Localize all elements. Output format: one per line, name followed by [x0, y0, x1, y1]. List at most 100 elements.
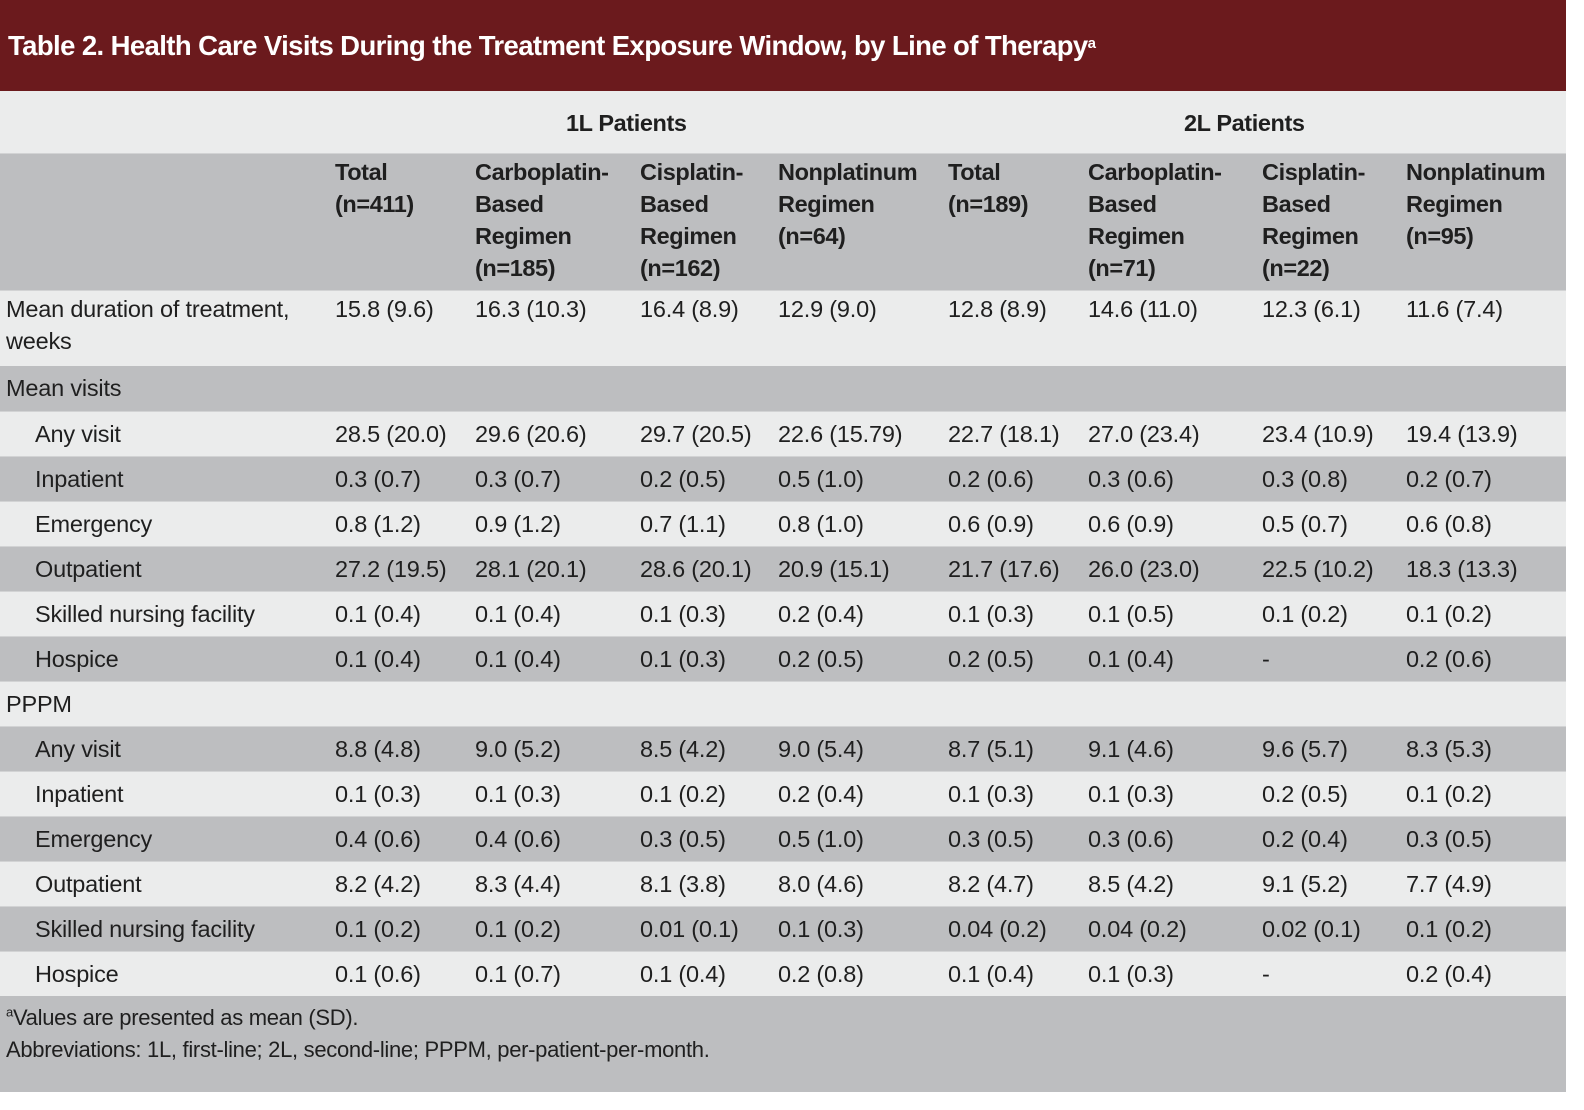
- table-cell: 0.8 (1.0): [778, 511, 864, 537]
- section-label: Mean visits: [6, 375, 122, 401]
- table-footer: aValues are presented as mean (SD). Abbr…: [0, 996, 1566, 1092]
- table-title-text: Table 2. Health Care Visits During the T…: [8, 29, 1088, 61]
- row-label: Inpatient: [35, 781, 124, 807]
- health-care-visits-table: 1L Patients 2L Patients Total (n=411) Carb…: [0, 91, 1566, 1092]
- table-cell: 0.1 (0.3): [1088, 781, 1174, 807]
- duration-row: Mean duration of treatment, weeks 15.8 (9…: [0, 290, 1566, 366]
- table-cell: 0.2 (0.6): [948, 466, 1034, 492]
- table-cell: 8.0 (4.6): [778, 871, 864, 897]
- row-label: Outpatient: [35, 871, 142, 897]
- table-cell: 0.1 (0.4): [475, 646, 561, 672]
- table-cell: 0.2 (0.4): [1262, 826, 1348, 852]
- table-cell: 0.5 (0.7): [1262, 511, 1348, 537]
- column-header: Nonplatinum Regimen (n=64): [778, 159, 918, 249]
- table-cell: 0.2 (0.4): [1406, 961, 1492, 987]
- table-row: Skilled nursing facility 0.1 (0.2) 0.1 (0.…: [0, 906, 1566, 951]
- footnote: aValues are presented as mean (SD).: [6, 1004, 359, 1030]
- table-cell: 28.6 (20.1): [640, 556, 752, 582]
- column-header: Nonplatinum Regimen (n=95): [1406, 159, 1546, 249]
- table-cell: 0.1 (0.3): [640, 646, 726, 672]
- table-cell: 22.5 (10.2): [1262, 556, 1374, 582]
- table-cell: 0.1 (0.5): [1088, 601, 1174, 627]
- table-cell: 0.04 (0.2): [1088, 916, 1187, 942]
- table-cell: 0.1 (0.3): [948, 601, 1034, 627]
- abbreviations-note: Abbreviations: 1L, first-line; 2L, secon…: [6, 1037, 710, 1062]
- group-header-row: 1L Patients 2L Patients: [0, 91, 1566, 153]
- table-cell: 8.5 (4.2): [1088, 871, 1174, 897]
- table-cell: 11.6 (7.4): [1406, 296, 1503, 322]
- table-row: Inpatient 0.1 (0.3) 0.1 (0.3) 0.1 (0.2) 0.2 …: [0, 771, 1566, 816]
- table-cell: 28.5 (20.0): [335, 421, 447, 447]
- table-cell: 0.3 (0.5): [640, 826, 726, 852]
- table-cell: 0.1 (0.2): [335, 916, 421, 942]
- row-label: Any visit: [35, 736, 121, 762]
- table-cell: 0.2 (0.4): [778, 601, 864, 627]
- table-cell: 29.6 (20.6): [475, 421, 587, 447]
- table-cell: 0.04 (0.2): [948, 916, 1047, 942]
- table-cell: 9.0 (5.4): [778, 736, 864, 762]
- table-cell: 0.1 (0.4): [335, 646, 421, 672]
- table-row: Outpatient 27.2 (19.5) 28.1 (20.1) 28.6 (20…: [0, 546, 1566, 591]
- row-label: Mean duration of treatment, weeks: [6, 296, 290, 354]
- table-cell: 0.1 (0.4): [948, 961, 1034, 987]
- table-cell: 0.1 (0.2): [1406, 916, 1492, 942]
- table-cell: 26.0 (23.0): [1088, 556, 1200, 582]
- table-cell: 0.6 (0.9): [948, 511, 1034, 537]
- table-cell: 0.5 (1.0): [778, 466, 864, 492]
- table-cell: 21.7 (17.6): [948, 556, 1060, 582]
- row-label: Emergency: [35, 511, 153, 537]
- table-cell: 0.6 (0.8): [1406, 511, 1492, 537]
- column-header: Carboplatin- Based Regimen (n=185): [475, 159, 609, 281]
- table-row: Hospice 0.1 (0.6) 0.1 (0.7) 0.1 (0.4) 0.2 (0…: [0, 951, 1566, 996]
- table-cell: 0.1 (0.7): [475, 961, 561, 987]
- column-header: Cisplatin- Based Regimen (n=162): [640, 159, 744, 281]
- table-cell: 19.4 (13.9): [1406, 421, 1518, 447]
- table-cell: 0.5 (1.0): [778, 826, 864, 852]
- table-cell: 12.8 (8.9): [948, 296, 1047, 322]
- column-header: Cisplatin- Based Regimen (n=22): [1262, 159, 1366, 281]
- table-cell: 0.3 (0.7): [335, 466, 421, 492]
- table-cell: 0.1 (0.4): [1088, 646, 1174, 672]
- table-cell: 0.1 (0.3): [640, 601, 726, 627]
- table-cell: 0.8 (1.2): [335, 511, 421, 537]
- table-row: Any visit 8.8 (4.8) 9.0 (5.2) 8.5 (4.2) 9.0 …: [0, 726, 1566, 771]
- table-cell: 0.3 (0.6): [1088, 466, 1174, 492]
- table-cell: 0.2 (0.4): [778, 781, 864, 807]
- table-cell: 0.4 (0.6): [335, 826, 421, 852]
- table-cell: 8.5 (4.2): [640, 736, 726, 762]
- table-cell: 0.1 (0.3): [948, 781, 1034, 807]
- row-label: Any visit: [35, 421, 121, 447]
- table-cell: 0.2 (0.6): [1406, 646, 1492, 672]
- table-cell: 0.1 (0.2): [1406, 781, 1492, 807]
- row-label: Hospice: [35, 961, 119, 987]
- table-cell: 0.3 (0.7): [475, 466, 561, 492]
- table-cell: 0.1 (0.4): [335, 601, 421, 627]
- table-cell: 8.3 (5.3): [1406, 736, 1492, 762]
- table-row: Inpatient 0.3 (0.7) 0.3 (0.7) 0.2 (0.5) 0.5 …: [0, 456, 1566, 501]
- table-row: Hospice 0.1 (0.4) 0.1 (0.4) 0.1 (0.3) 0.2 (0…: [0, 636, 1566, 681]
- table-cell: 0.1 (0.3): [778, 916, 864, 942]
- table-cell: 14.6 (11.0): [1088, 296, 1198, 322]
- table-cell: 0.1 (0.4): [475, 601, 561, 627]
- table-cell: 15.8 (9.6): [335, 296, 434, 322]
- table-cell: 0.1 (0.6): [335, 961, 421, 987]
- table-cell: 8.2 (4.7): [948, 871, 1034, 897]
- table-cell: 22.7 (18.1): [948, 421, 1060, 447]
- table-cell: 8.8 (4.8): [335, 736, 421, 762]
- table-cell: 27.0 (23.4): [1088, 421, 1200, 447]
- column-header: Total (n=411): [335, 159, 414, 217]
- table-cell: 0.1 (0.3): [1088, 961, 1174, 987]
- table-row: Outpatient 8.2 (4.2) 8.3 (4.4) 8.1 (3.8) 8.0…: [0, 861, 1566, 906]
- row-label: Outpatient: [35, 556, 142, 582]
- table-cell: 0.2 (0.5): [1262, 781, 1348, 807]
- table-cell: 8.3 (4.4): [475, 871, 561, 897]
- table-cell: -: [1262, 646, 1270, 672]
- column-header: Total (n=189): [948, 159, 1029, 217]
- table-cell: 0.3 (0.8): [1262, 466, 1348, 492]
- table-cell: 8.2 (4.2): [335, 871, 421, 897]
- table-row: Emergency 0.4 (0.6) 0.4 (0.6) 0.3 (0.5) 0.5 …: [0, 816, 1566, 861]
- table-cell: 0.1 (0.3): [335, 781, 421, 807]
- table-cell: -: [1262, 961, 1270, 987]
- group-header-1l: 1L Patients: [566, 110, 687, 136]
- table-cell: 9.1 (4.6): [1088, 736, 1174, 762]
